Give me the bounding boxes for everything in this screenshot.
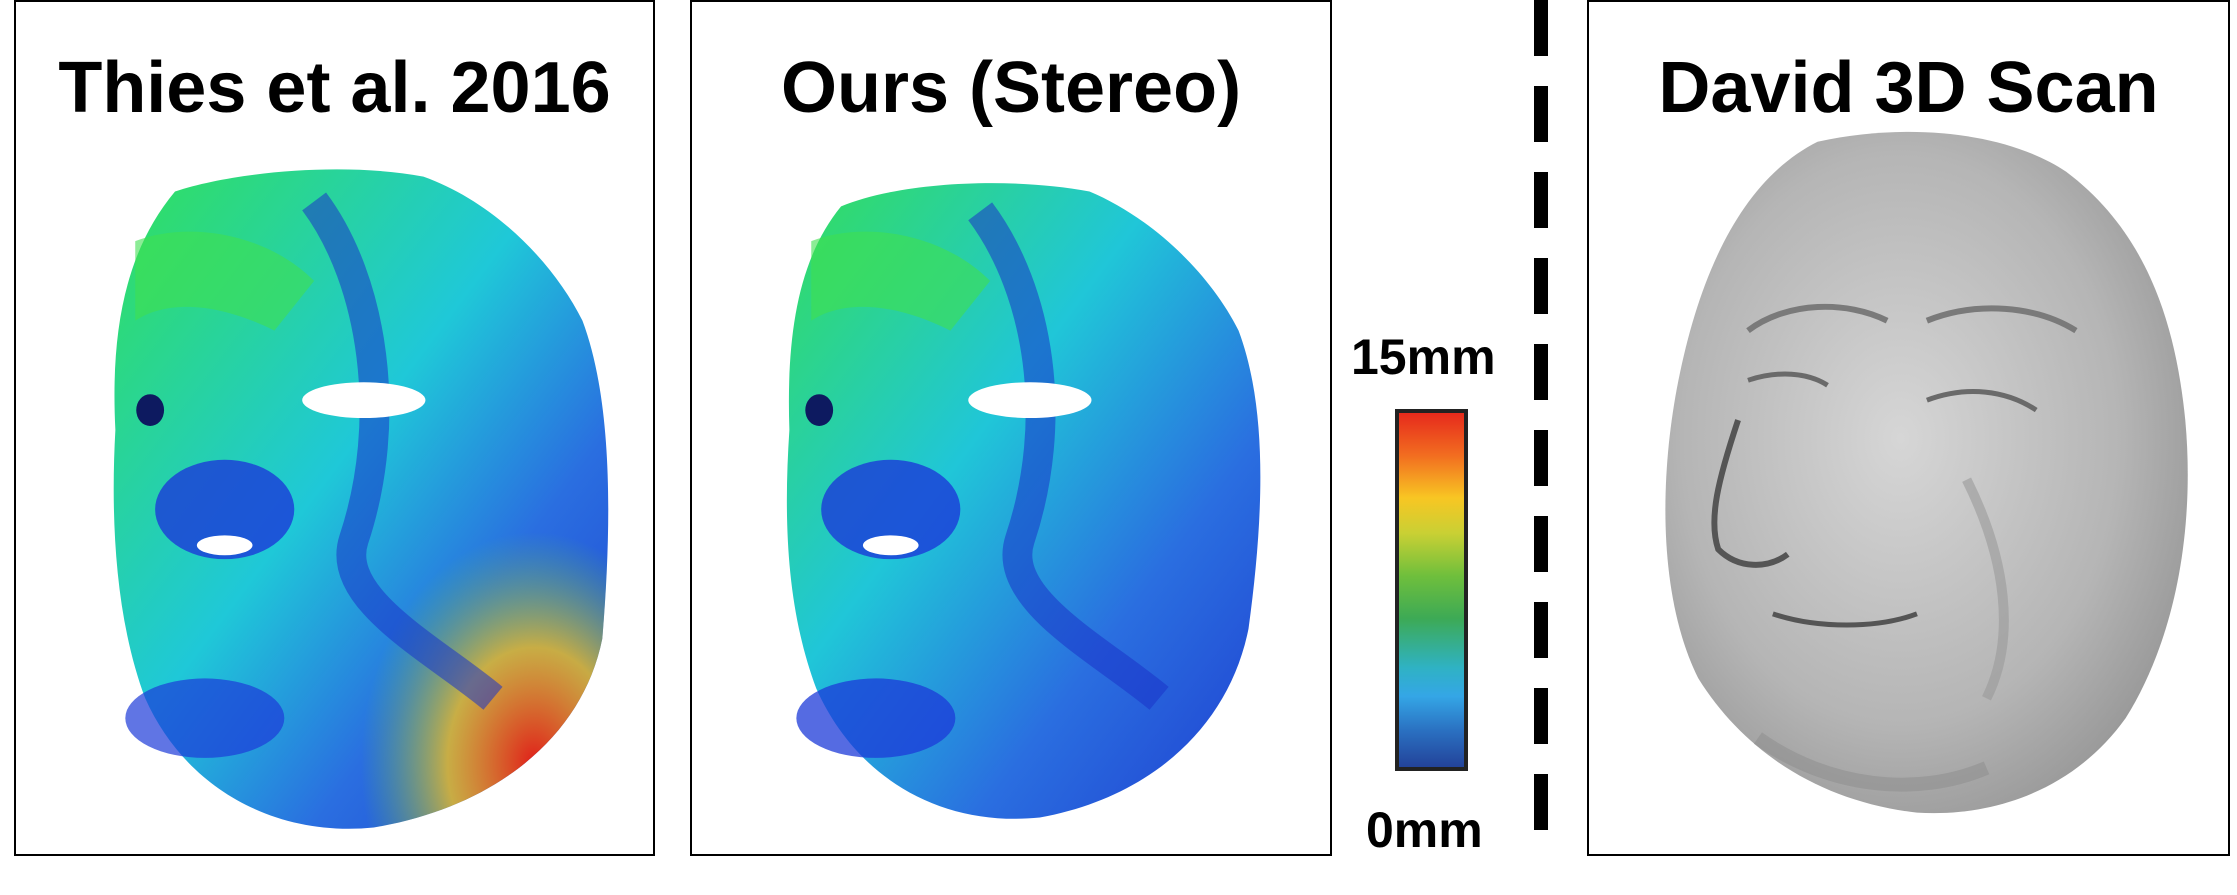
scale-max-label: 15mm — [1351, 329, 1496, 385]
face-heatmap-ours — [786, 183, 1261, 819]
panel-scan: David 3D Scan — [1587, 0, 2230, 856]
panel-title-scan: David 3D Scan — [1658, 48, 2159, 128]
dashed-divider — [1534, 0, 1548, 856]
face-heatmap-thies — [113, 169, 609, 829]
panel-title-thies: Thies et al. 2016 — [58, 48, 611, 128]
panel-title-ours: Ours (Stereo) — [780, 48, 1242, 128]
panel-thies: Thies et al. 2016 — [14, 0, 655, 856]
gray-face-scan-icon — [1665, 131, 2188, 814]
panel-ours: Ours (Stereo) — [690, 0, 1332, 856]
scale-min-label: 0mm — [1366, 802, 1483, 858]
error-colorbar — [1395, 409, 1468, 771]
